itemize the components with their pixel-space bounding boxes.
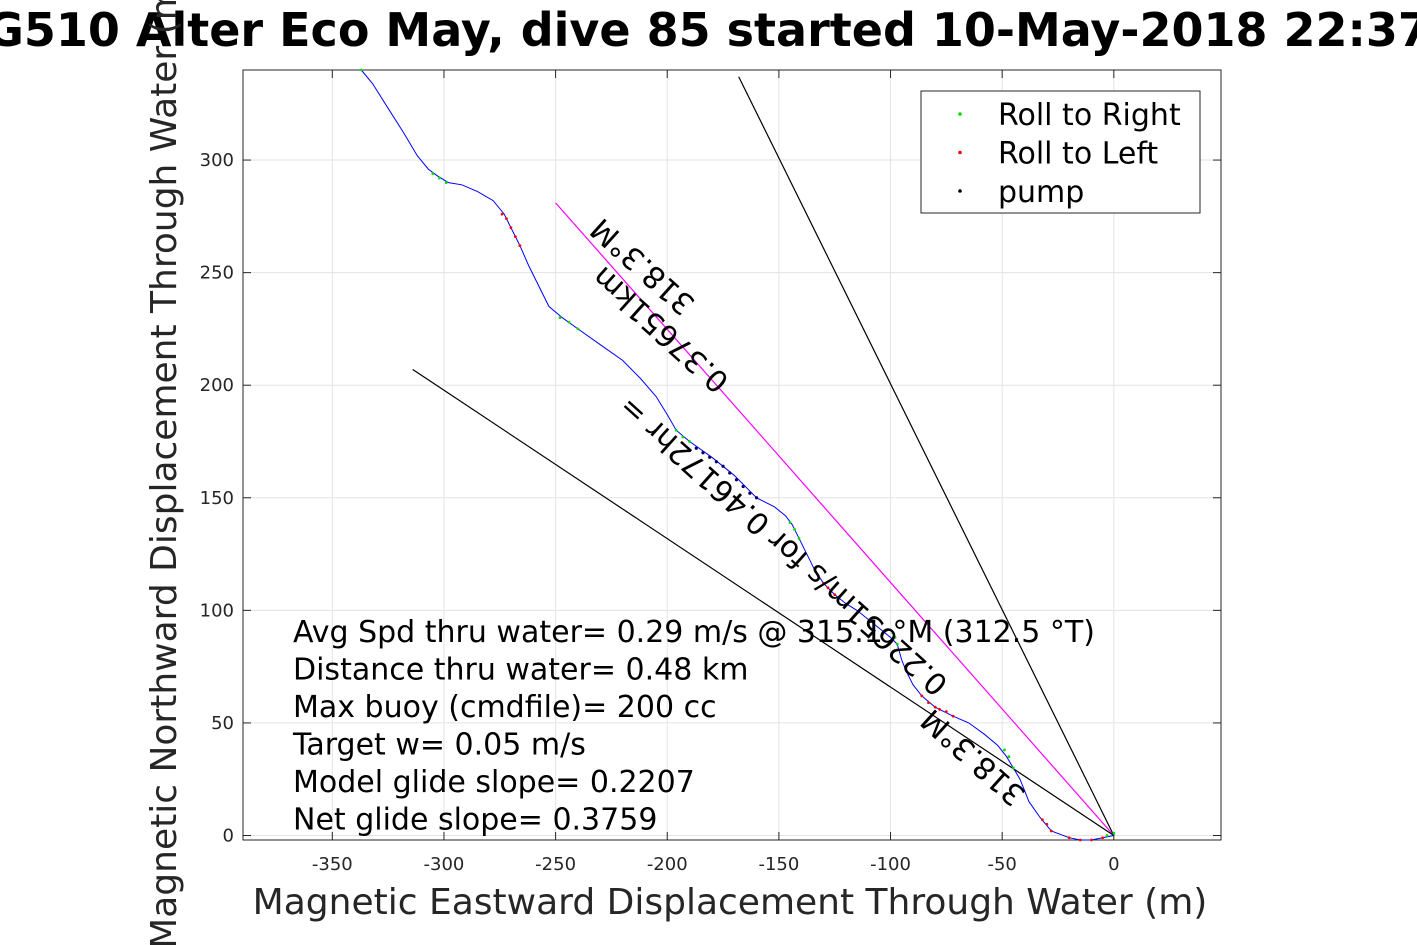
track-line xyxy=(360,69,1114,841)
x-tick-label: -50 xyxy=(987,854,1016,875)
roll-left-point xyxy=(938,708,942,711)
roll-left-point xyxy=(927,701,930,705)
heading-line xyxy=(555,202,1115,836)
roll-right-point xyxy=(797,536,801,540)
ticks: -350 -300 -250 -200 -150 -100 -50 0 0 50 100 150 200… xyxy=(200,70,1221,875)
pump-point xyxy=(754,496,759,500)
roll-right-point xyxy=(793,527,796,531)
roll-right-point xyxy=(1011,766,1015,770)
roll-right-point xyxy=(359,68,363,72)
roll-left-point xyxy=(920,694,924,698)
y-tick-label: 300 xyxy=(200,150,234,171)
x-tick-label: -300 xyxy=(424,854,465,875)
roll-right-point xyxy=(567,320,571,324)
roll-right-point xyxy=(895,642,899,646)
legend-marker xyxy=(958,150,962,155)
roll-right-point xyxy=(688,440,691,443)
pump-point xyxy=(741,484,745,489)
pump-point xyxy=(721,464,725,468)
pump-point xyxy=(694,446,698,450)
roll-left-point xyxy=(944,710,948,714)
roll-left-point xyxy=(1101,836,1105,840)
roll-left-point xyxy=(505,217,508,220)
y-tick-label: 50 xyxy=(211,713,234,734)
legend-marker xyxy=(958,189,962,193)
y-tick-label: 250 xyxy=(200,263,234,284)
roll-left-point xyxy=(933,705,937,709)
stat-line: Max buoy (cmdfile)= 200 cc xyxy=(293,690,717,725)
legend-label: Roll to Left xyxy=(998,137,1158,172)
roll-left-point xyxy=(951,714,955,718)
roll-left-point xyxy=(509,226,513,230)
stat-line: Distance thru water= 0.48 km xyxy=(293,653,748,688)
stat-line: Avg Spd thru water= 0.29 m/s @ 315.1 °M … xyxy=(293,615,1095,650)
y-tick-label: 200 xyxy=(200,375,234,396)
roll-right-point xyxy=(674,428,678,432)
roll-right-point xyxy=(788,521,792,524)
roll-right-point xyxy=(444,181,448,184)
stat-line: Net glide slope= 0.3759 xyxy=(293,803,657,838)
max-line xyxy=(738,76,1115,836)
roll-left-point xyxy=(500,212,504,216)
roll-left-point xyxy=(1090,838,1093,842)
roll-right-point xyxy=(1112,831,1116,835)
roll-left-point xyxy=(1049,829,1053,833)
pump-point xyxy=(701,451,705,455)
legend-label: pump xyxy=(998,175,1084,210)
roll-left-point xyxy=(1045,822,1049,826)
roll-right-point xyxy=(893,635,897,639)
min-line xyxy=(412,368,1115,836)
legend-marker xyxy=(958,112,962,116)
roll-right-point xyxy=(1105,834,1109,837)
chart-title: G510 Alter Eco May, dive 85 started 10-M… xyxy=(0,3,1417,57)
roll-right-point xyxy=(681,435,685,439)
pump-point xyxy=(708,455,712,459)
plot-frame xyxy=(242,69,1222,841)
roll-right-point xyxy=(431,172,435,175)
roll-left-point xyxy=(833,593,837,596)
roll-right-point xyxy=(1007,755,1011,759)
y-tick-label: 150 xyxy=(200,488,234,509)
roll-right-point xyxy=(891,631,895,635)
roll-right-point xyxy=(438,176,441,180)
dive-track xyxy=(360,69,1114,841)
x-tick-label: 0 xyxy=(1108,854,1119,875)
roll-left-point xyxy=(518,244,522,248)
legend-label: Roll to Right xyxy=(998,98,1181,133)
y-tick-label: 0 xyxy=(223,825,234,846)
x-tick-label: -350 xyxy=(312,854,353,875)
pump-point xyxy=(734,478,739,482)
pump-point xyxy=(714,460,718,464)
y-tick-label: 100 xyxy=(200,600,234,621)
roll-markers xyxy=(359,68,1116,842)
x-tick-label: -200 xyxy=(647,854,688,875)
roll-right-point xyxy=(558,316,562,320)
pump-point xyxy=(728,471,732,475)
stats-block: Avg Spd thru water= 0.29 m/s @ 315.1 °M … xyxy=(292,615,1095,838)
stat-line: Model glide slope= 0.2207 xyxy=(293,765,695,800)
x-axis-label: Magnetic Eastward Displacement Through W… xyxy=(253,882,1208,923)
roll-left-point xyxy=(822,581,825,585)
roll-left-point xyxy=(1067,836,1071,840)
roll-right-point xyxy=(576,327,580,331)
pump-point xyxy=(748,491,752,495)
legend-box xyxy=(920,90,1201,214)
x-tick-label: -100 xyxy=(870,854,911,875)
stat-line: Target w= 0.05 m/s xyxy=(292,728,586,763)
roll-left-point xyxy=(1040,818,1044,822)
roll-left-point xyxy=(1078,838,1082,842)
roll-left-point xyxy=(826,586,830,590)
roll-right-point xyxy=(1003,748,1006,752)
x-tick-label: -250 xyxy=(535,854,576,875)
roll-left-point xyxy=(514,235,517,239)
y-axis-label: Magnetic Northward Displacement Through … xyxy=(144,0,185,945)
x-tick-label: -150 xyxy=(758,854,799,875)
reference-lines xyxy=(412,76,1115,836)
